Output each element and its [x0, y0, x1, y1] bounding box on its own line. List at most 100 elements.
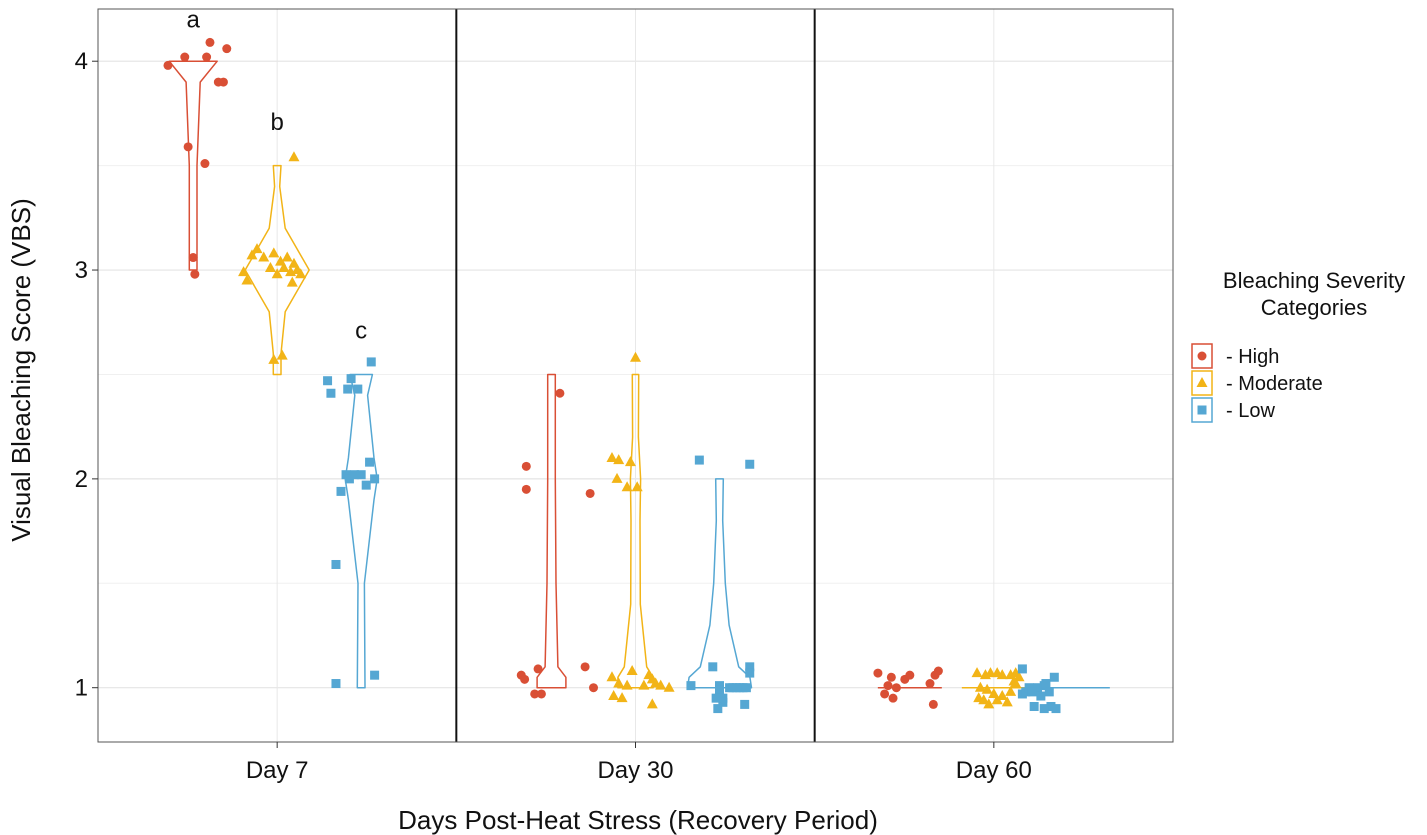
point-moderate: [278, 261, 290, 272]
violin-moderate: [244, 164, 310, 376]
point-low: [331, 559, 341, 569]
x-tick-label: Day 7: [246, 757, 309, 784]
point-low: [715, 685, 724, 695]
point-low: [361, 480, 371, 490]
point-moderate: [631, 481, 643, 492]
point-moderate: [974, 681, 986, 692]
panel-dividers: [455, 9, 816, 742]
point-low: [1044, 687, 1054, 697]
point-moderate: [246, 249, 258, 260]
point-moderate: [1005, 685, 1017, 696]
point-low: [1027, 687, 1037, 697]
point-low: [336, 486, 346, 496]
point-moderate: [996, 669, 1008, 680]
point-moderate: [608, 690, 620, 701]
point-low: [353, 384, 363, 394]
point-low: [326, 388, 336, 398]
point-low: [346, 374, 356, 384]
point-moderate: [238, 266, 250, 277]
point-moderate: [981, 683, 993, 694]
legend-label-high: - High: [1226, 346, 1279, 368]
point-moderate: [630, 351, 641, 362]
violin-moderate: [617, 373, 654, 689]
point-low: [740, 699, 750, 709]
point-low: [1036, 691, 1046, 701]
point-high: [536, 689, 546, 699]
point-low: [1051, 704, 1061, 714]
point-low: [366, 357, 376, 367]
point-moderate: [271, 268, 283, 279]
point-moderate: [276, 349, 288, 360]
point-high: [888, 693, 898, 703]
point-moderate: [268, 247, 280, 258]
point-high: [188, 253, 198, 263]
point-low: [343, 384, 353, 394]
point-moderate: [663, 681, 675, 692]
point-high: [873, 668, 883, 678]
point-high: [530, 689, 540, 699]
point-high: [589, 683, 598, 693]
point-high: [190, 269, 200, 279]
y-tick-label: 4: [75, 48, 88, 75]
point-high: [925, 679, 935, 689]
point-moderate: [971, 667, 983, 678]
point-moderate: [638, 679, 650, 690]
legend-marker-moderate: [1196, 377, 1208, 387]
point-high: [585, 488, 595, 498]
point-high: [218, 77, 228, 87]
x-axis: Day 7 Day 30 Day 60: [246, 742, 1032, 784]
point-high: [555, 388, 565, 398]
point-high: [163, 60, 173, 70]
point-low: [686, 681, 696, 691]
point-low: [1046, 701, 1056, 711]
point-high: [222, 44, 232, 54]
point-low: [745, 668, 755, 678]
point-low: [1029, 701, 1039, 711]
point-high: [580, 662, 590, 672]
point-low: [745, 459, 755, 469]
point-low: [370, 474, 380, 484]
point-high: [183, 142, 193, 152]
legend-marker-high: [1197, 351, 1207, 361]
point-high: [202, 52, 212, 62]
point-low: [708, 662, 718, 672]
point-low: [370, 670, 380, 680]
significance-letter: c: [355, 318, 367, 345]
point-moderate: [613, 454, 625, 465]
legend-label-moderate: - Moderate: [1226, 373, 1323, 395]
point-low: [1041, 679, 1051, 689]
point-high: [520, 674, 530, 684]
point-moderate: [626, 664, 638, 675]
point-low: [728, 683, 738, 693]
point-moderate: [268, 353, 280, 364]
violin-high: [536, 373, 567, 689]
legend-title: Bleaching Severity: [1223, 268, 1405, 293]
point-low: [344, 474, 354, 484]
significance-letter: a: [186, 6, 200, 33]
y-axis: 1 2 3 4: [75, 48, 98, 702]
point-moderate: [606, 451, 618, 462]
significance-letters: a b c: [186, 6, 367, 344]
data-points: [163, 37, 1061, 714]
point-high: [533, 664, 543, 674]
point-moderate: [264, 261, 276, 272]
point-moderate: [1008, 675, 1020, 686]
point-high: [905, 670, 915, 680]
point-low: [1049, 672, 1059, 682]
point-low: [356, 470, 366, 480]
point-moderate: [621, 679, 633, 690]
point-low: [1017, 664, 1027, 674]
point-moderate: [978, 694, 990, 705]
x-tick-label: Day 60: [956, 757, 1032, 784]
violin-low: [686, 478, 753, 689]
x-axis-title: Days Post-Heat Stress (Recovery Period): [398, 805, 878, 835]
y-axis-title: Visual Bleaching Score (VBS): [6, 198, 36, 541]
point-moderate: [655, 679, 667, 690]
point-moderate: [286, 276, 298, 287]
point-moderate: [1001, 696, 1013, 707]
point-high: [880, 689, 890, 699]
point-high: [180, 52, 190, 62]
point-low: [718, 697, 728, 707]
